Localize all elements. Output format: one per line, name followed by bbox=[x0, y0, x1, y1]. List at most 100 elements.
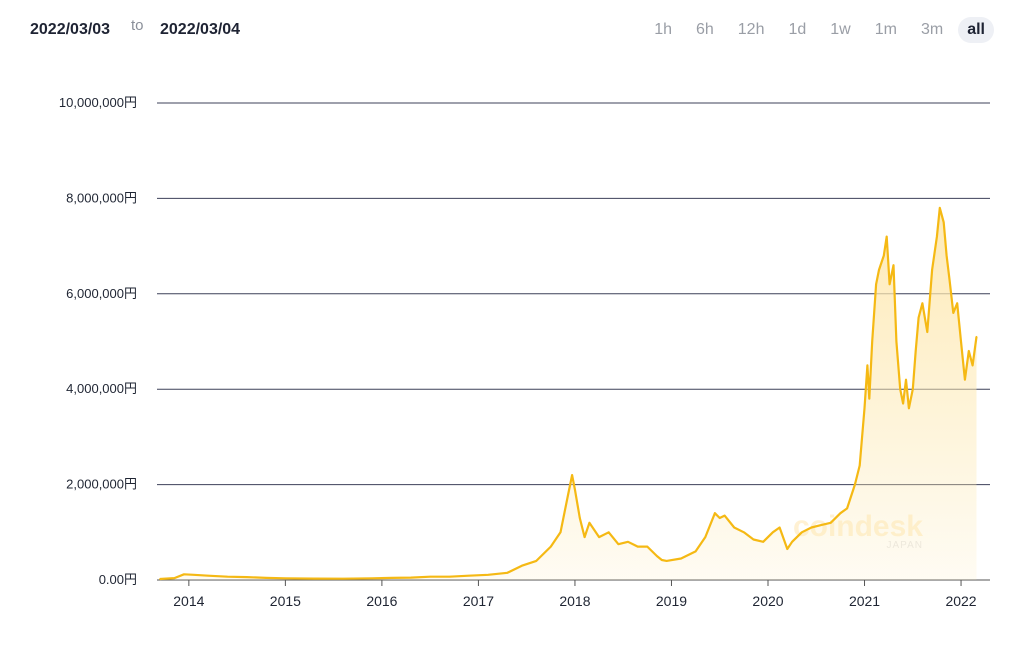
price-point bbox=[636, 545, 639, 548]
price-point bbox=[567, 493, 569, 495]
range-button-1w[interactable]: 1w bbox=[821, 17, 859, 43]
price-point bbox=[506, 572, 509, 574]
price-point bbox=[733, 526, 736, 529]
range-button-1h[interactable]: 1h bbox=[645, 17, 681, 43]
price-point bbox=[931, 269, 933, 271]
price-point bbox=[883, 254, 885, 257]
time-range-selector: 1h 6h 12h 1d 1w 1m 3m all bbox=[645, 17, 994, 43]
price-point bbox=[858, 464, 861, 467]
range-button-all[interactable]: all bbox=[958, 17, 994, 43]
price-point bbox=[908, 407, 910, 410]
price-point bbox=[390, 577, 393, 579]
price-point bbox=[743, 531, 745, 534]
price-point bbox=[410, 576, 412, 579]
price-point bbox=[429, 575, 431, 578]
price-point bbox=[945, 254, 948, 257]
price-point bbox=[854, 483, 856, 486]
price-point bbox=[718, 517, 721, 519]
price-point bbox=[521, 564, 523, 567]
price-point bbox=[665, 560, 668, 562]
price-point bbox=[627, 541, 629, 543]
x-tick-label: 2017 bbox=[463, 593, 494, 609]
date-separator: to bbox=[131, 17, 144, 34]
price-point bbox=[917, 316, 920, 319]
price-point bbox=[752, 538, 755, 541]
price-point bbox=[911, 388, 914, 391]
price-point bbox=[207, 574, 209, 577]
price-point bbox=[607, 531, 610, 534]
price-point bbox=[936, 235, 938, 238]
price-point bbox=[559, 531, 562, 534]
price-point bbox=[885, 235, 888, 238]
price-point bbox=[714, 512, 716, 515]
price-point bbox=[762, 541, 764, 543]
price-point bbox=[371, 577, 374, 580]
x-tick-label: 2018 bbox=[559, 593, 590, 609]
range-button-6h[interactable]: 6h bbox=[687, 17, 723, 43]
price-point bbox=[617, 543, 620, 546]
price-point bbox=[245, 576, 248, 578]
x-tick-label: 2020 bbox=[752, 593, 783, 609]
price-point bbox=[723, 514, 726, 517]
price-point bbox=[939, 207, 941, 209]
price-point bbox=[971, 364, 974, 367]
price-point bbox=[960, 340, 962, 343]
price-point bbox=[875, 283, 877, 286]
price-point bbox=[948, 278, 951, 281]
range-button-3m[interactable]: 3m bbox=[912, 17, 952, 43]
price-point bbox=[656, 555, 658, 557]
price-point bbox=[535, 560, 538, 562]
from-date[interactable]: 2022/03/03 bbox=[30, 21, 111, 38]
price-point bbox=[820, 524, 822, 526]
price-point bbox=[926, 331, 929, 333]
price-point bbox=[284, 577, 287, 580]
price-point bbox=[921, 302, 924, 305]
price-point bbox=[550, 545, 552, 548]
price-area bbox=[159, 207, 977, 580]
x-tick-label: 2019 bbox=[656, 593, 687, 609]
price-point bbox=[786, 548, 789, 550]
y-tick-label: 4,000,000円 bbox=[66, 381, 137, 396]
price-point bbox=[892, 264, 895, 266]
price-point bbox=[313, 577, 316, 580]
price-point bbox=[598, 536, 600, 538]
price-point bbox=[791, 541, 793, 543]
price-point bbox=[942, 221, 945, 224]
price-point bbox=[772, 531, 774, 534]
y-tick-label: 0.00円 bbox=[99, 572, 137, 587]
price-point bbox=[578, 517, 581, 519]
range-button-12h[interactable]: 12h bbox=[729, 17, 774, 43]
x-tick-label: 2015 bbox=[270, 593, 301, 609]
x-tick-label: 2016 bbox=[366, 593, 397, 609]
price-point bbox=[265, 577, 267, 579]
price-point bbox=[704, 536, 707, 538]
y-tick-label: 10,000,000円 bbox=[59, 95, 137, 110]
price-point bbox=[863, 407, 866, 410]
price-point bbox=[661, 559, 663, 561]
price-point bbox=[905, 378, 907, 381]
price-point bbox=[914, 350, 917, 352]
price-point bbox=[574, 488, 576, 491]
price-point bbox=[487, 573, 489, 576]
range-button-1m[interactable]: 1m bbox=[866, 17, 906, 43]
price-point bbox=[342, 577, 345, 580]
price-point bbox=[448, 575, 451, 578]
to-date[interactable]: 2022/03/04 bbox=[160, 21, 241, 38]
price-point bbox=[964, 378, 966, 381]
x-tick-label: 2022 bbox=[945, 593, 976, 609]
price-point bbox=[583, 536, 586, 538]
price-point bbox=[800, 531, 803, 534]
header-bar: 2022/03/03 to 2022/03/04 1h 6h 12h 1d 1w 1m 3m… bbox=[0, 0, 1024, 60]
price-point bbox=[810, 526, 813, 529]
price-point bbox=[952, 312, 955, 314]
price-point bbox=[694, 550, 697, 553]
range-button-1d[interactable]: 1d bbox=[779, 17, 815, 43]
price-point bbox=[588, 521, 591, 524]
price-point bbox=[899, 388, 902, 391]
price-point bbox=[956, 302, 958, 305]
price-point bbox=[183, 573, 185, 576]
price-point bbox=[571, 474, 573, 476]
price-point bbox=[868, 397, 871, 400]
y-tick-label: 2,000,000円 bbox=[66, 477, 137, 492]
